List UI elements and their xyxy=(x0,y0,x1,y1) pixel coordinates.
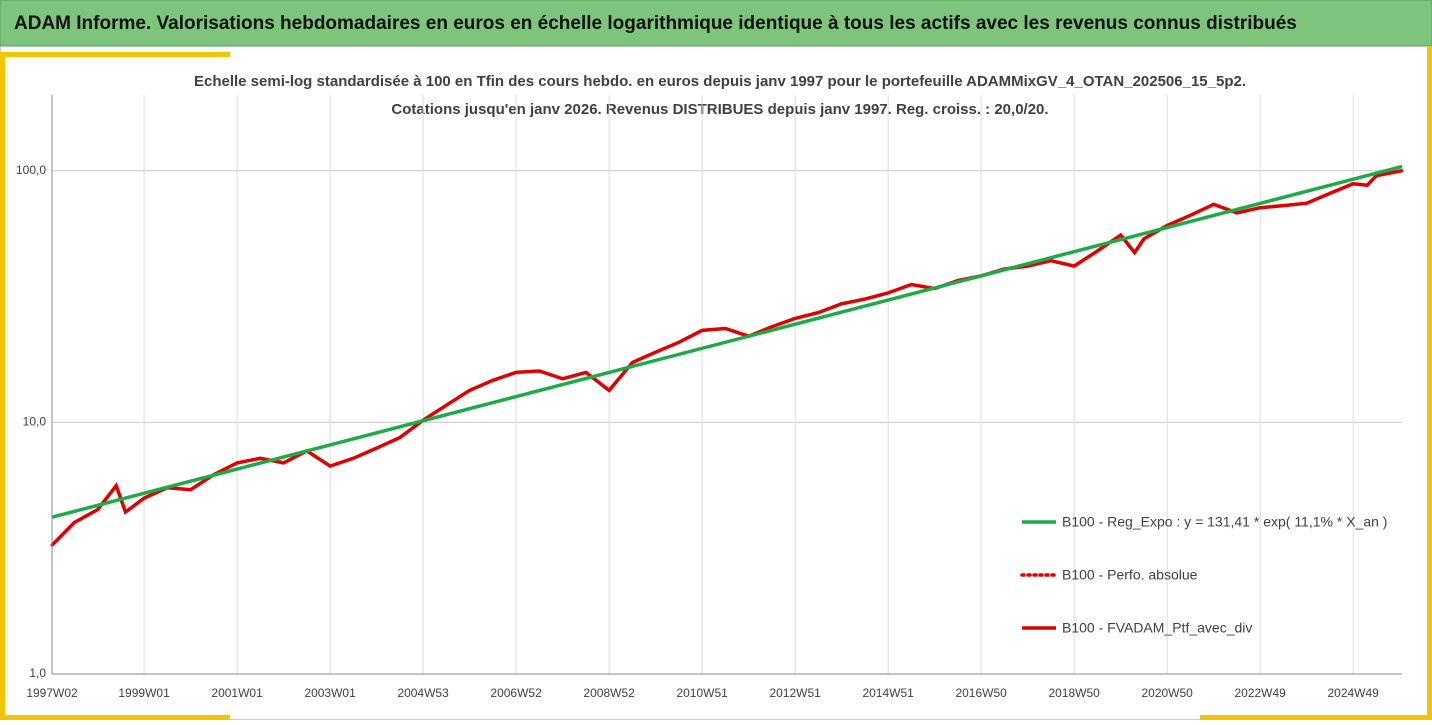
x-tick-label: 2006W52 xyxy=(490,686,542,700)
x-tick-label: 2024W49 xyxy=(1327,686,1379,700)
x-tick-label: 2008W52 xyxy=(583,686,635,700)
x-tick-label: 2016W50 xyxy=(955,686,1007,700)
x-tick-label: 1997W02 xyxy=(26,686,78,700)
x-tick-label: 2012W51 xyxy=(769,686,821,700)
series-line xyxy=(51,164,1403,519)
x-tick-label: 2001W01 xyxy=(211,686,263,700)
legend-label: B100 - Reg_Expo : y = 131,41 * exp( 11,1… xyxy=(1062,514,1387,530)
accent xyxy=(1427,46,1432,720)
accent xyxy=(0,52,230,57)
x-tick-label: 1999W01 xyxy=(118,686,170,700)
x-tick-label: 2003W01 xyxy=(304,686,356,700)
accent xyxy=(1200,715,1432,720)
legend-label: B100 - FVADAM_Ptf_avec_div xyxy=(1062,620,1252,636)
x-tick-label: 2010W51 xyxy=(676,686,728,700)
y-tick-label: 10,0 xyxy=(23,415,47,429)
header-band xyxy=(0,0,1432,47)
x-tick-label: 2018W50 xyxy=(1048,686,1100,700)
x-tick-label: 2022W49 xyxy=(1234,686,1286,700)
chart-subtitle: Echelle semi-log standardisée à 100 en T… xyxy=(194,73,1246,90)
accent xyxy=(0,52,5,720)
y-tick-label: 1,0 xyxy=(29,666,46,680)
x-tick-label: 2004W53 xyxy=(397,686,449,700)
y-tick-label: 100,0 xyxy=(16,163,46,177)
chart-subtitle: Cotations jusqu'en janv 2026. Revenus DI… xyxy=(391,101,1048,118)
accent xyxy=(0,715,230,720)
x-tick-label: 2014W51 xyxy=(862,686,914,700)
legend-label: B100 - Perfo. absolue xyxy=(1062,567,1198,583)
series-line xyxy=(50,169,1404,547)
page-title: ADAM Informe. Valorisations hebdomadaire… xyxy=(14,13,1297,34)
x-tick-label: 2020W50 xyxy=(1141,686,1193,700)
